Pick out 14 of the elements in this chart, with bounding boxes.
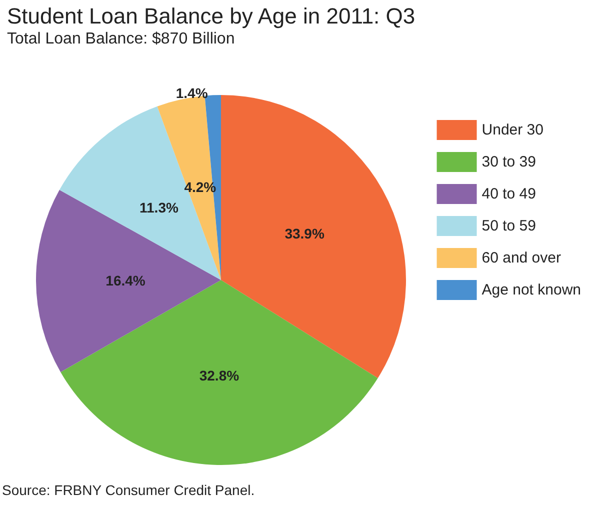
data-label: 11.3% [140, 199, 179, 216]
data-label: 16.4% [106, 272, 146, 289]
data-label: 33.9% [284, 226, 325, 242]
legend-label: 30 to 39 [482, 154, 536, 170]
legend-label: 50 to 59 [482, 218, 536, 234]
legend-label: Age not known [482, 282, 582, 298]
data-label: 1.4% [176, 85, 208, 102]
legend-label: 40 to 49 [482, 186, 536, 202]
source-note: Source: FRBNY Consumer Credit Panel. [2, 482, 255, 498]
data-label: 32.8% [199, 367, 240, 384]
chart-subtitle: Total Loan Balance: $870 Billion [7, 30, 235, 48]
chart-title: Student Loan Balance by Age in 2011: Q3 [7, 4, 416, 28]
legend-label: Under 30 [482, 122, 544, 138]
legend-label: 60 and over [482, 250, 561, 266]
